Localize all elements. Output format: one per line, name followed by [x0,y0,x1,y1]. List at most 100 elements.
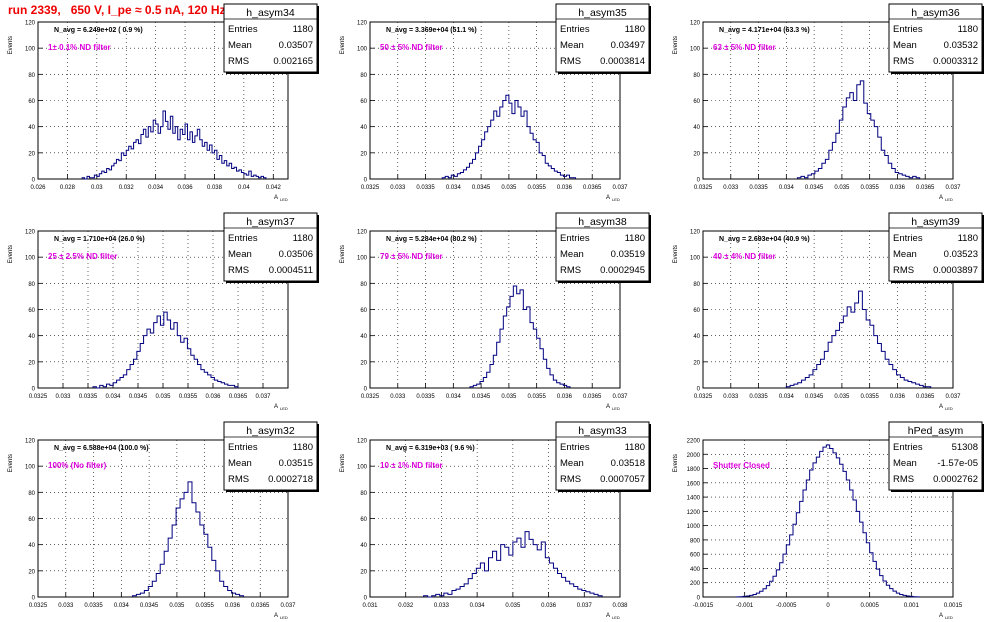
x-tick-label: 0.034 [105,394,121,400]
y-tick-label: 100 [357,256,368,262]
mean-label: Mean [893,458,917,469]
x-axis-title: A [939,404,943,410]
entries-label: Entries [560,442,590,453]
x-axis-title: A [939,613,943,619]
panel-h_asym32: 0.0325 0.033 0.0335 0.034 0.0345 0.035 0.0355 0… [8,421,319,620]
filter-note: 40 ± 4% ND filter [713,252,776,261]
x-tick-label: 0.031 [362,603,378,609]
y-axis-title: Events [673,36,679,54]
x-tick-label: 0.0325 [694,394,713,400]
filter-note: 63 ± 5% ND filter [713,43,776,52]
y-tick-label: 20 [693,151,700,157]
x-tick-label: 0.034 [470,603,486,609]
x-tick-label: 0.0355 [195,603,214,609]
n-avg-label: N_avg = 2.693e+04 (40.9 %) [719,236,810,243]
y-tick-label: 20 [28,360,35,366]
y-tick-label: 40 [693,125,700,131]
x-tick-label: 0.042 [266,185,282,191]
y-tick-label: 40 [360,543,367,549]
x-tick-label: 0.0345 [805,394,824,400]
x-tick-label: 0.0335 [416,394,435,400]
y-axis-title: Events [8,454,14,472]
panel-h_asym34: 0.026 0.028 0.03 0.032 0.034 0.036 0.038 0.04 0.… [8,3,319,202]
y-tick-label: 120 [690,21,701,27]
y-tick-label: 80 [360,491,367,497]
stats-box [888,3,983,73]
histogram-series [735,444,921,598]
filter-note: 25 ± 2.5% ND filter [48,252,117,261]
x-tick-label: 0.033 [390,185,406,191]
y-tick-label: 100 [25,465,36,471]
rms-label: RMS [560,265,581,276]
y-tick-label: 0 [32,178,36,184]
n-avg-label: N_avg = 5.284e+04 (80.2 %) [386,236,477,243]
x-tick-label: 0.034 [114,603,130,609]
x-tick-label: 0.033 [58,603,74,609]
entries-value: 1180 [625,442,645,453]
y-tick-label: 80 [693,282,700,288]
y-tick-label: 600 [690,553,701,559]
mean-value: 0.03515 [279,458,313,469]
y-axis-title: Events [340,454,346,472]
x-tick-label: 0.036 [178,185,194,191]
stats-box [223,212,318,282]
x-tick-label: 0.0335 [749,394,768,400]
y-tick-label: 80 [360,282,367,288]
y-tick-label: 120 [357,439,368,445]
histogram-series [785,290,932,388]
mean-label: Mean [228,249,252,260]
mean-label: Mean [560,40,584,51]
y-tick-label: 0 [364,387,368,393]
x-axis-subtitle: LED [280,197,288,202]
x-tick-label: 0.036 [890,185,906,191]
y-tick-label: 60 [28,517,35,523]
x-tick-label: 0.0015 [944,603,963,609]
y-axis-title: Events [8,36,14,54]
mean-label: Mean [228,458,252,469]
mean-label: Mean [560,458,584,469]
x-tick-label: 0.0355 [527,185,546,191]
x-tick-label: 0.0005 [860,603,879,609]
y-tick-label: 20 [360,151,367,157]
y-tick-label: 20 [28,151,35,157]
x-tick-label: 0.0365 [583,185,602,191]
x-tick-label: 0.0335 [84,603,103,609]
y-tick-label: 120 [357,21,368,27]
x-tick-label: 0.0345 [805,185,824,191]
x-tick-label: 0.0365 [251,603,270,609]
x-axis-subtitle: LED [280,406,288,411]
panel-hPed_asym: -0.0015 -0.001 -0.0005 0 0.0005 0.001 0.0015 0 2… [673,421,984,620]
y-tick-label: 120 [690,230,701,236]
x-tick-label: 0.0335 [749,185,768,191]
rms-value: 0.0002762 [933,474,978,485]
x-axis-title: A [274,613,278,619]
x-axis-title: A [606,195,610,201]
filter-note: 50 ± 5% ND filter [380,43,443,52]
y-tick-label: 100 [690,256,701,262]
y-tick-label: 100 [357,47,368,53]
x-tick-label: 0.038 [612,603,628,609]
histogram-series [81,110,267,180]
entries-label: Entries [893,233,923,244]
n-avg-label: N_avg = 3.369e+04 (51.1 %) [386,27,477,34]
y-tick-label: 60 [360,517,367,523]
histogram-name: h_asym35 [578,7,627,19]
y-tick-label: 40 [360,125,367,131]
x-tick-label: 0.0365 [916,394,935,400]
x-axis-subtitle: LED [612,615,620,620]
histogram-series [441,94,577,179]
mean-label: Mean [560,249,584,260]
entries-label: Entries [893,24,923,35]
entries-label: Entries [228,24,258,35]
y-tick-label: 80 [28,282,35,288]
y-tick-label: 1400 [687,496,701,502]
panel-h_asym38: 0.0325 0.033 0.0335 0.034 0.0345 0.035 0.0355 0… [340,212,651,411]
histogram-name: h_asym37 [246,216,295,228]
filter-note: 10 ± 1% ND filter [380,461,443,470]
entries-label: Entries [560,24,590,35]
y-tick-label: 80 [360,73,367,79]
stats-box [888,212,983,282]
x-tick-label: 0.033 [434,603,450,609]
entries-label: Entries [560,233,590,244]
rms-label: RMS [228,56,249,67]
